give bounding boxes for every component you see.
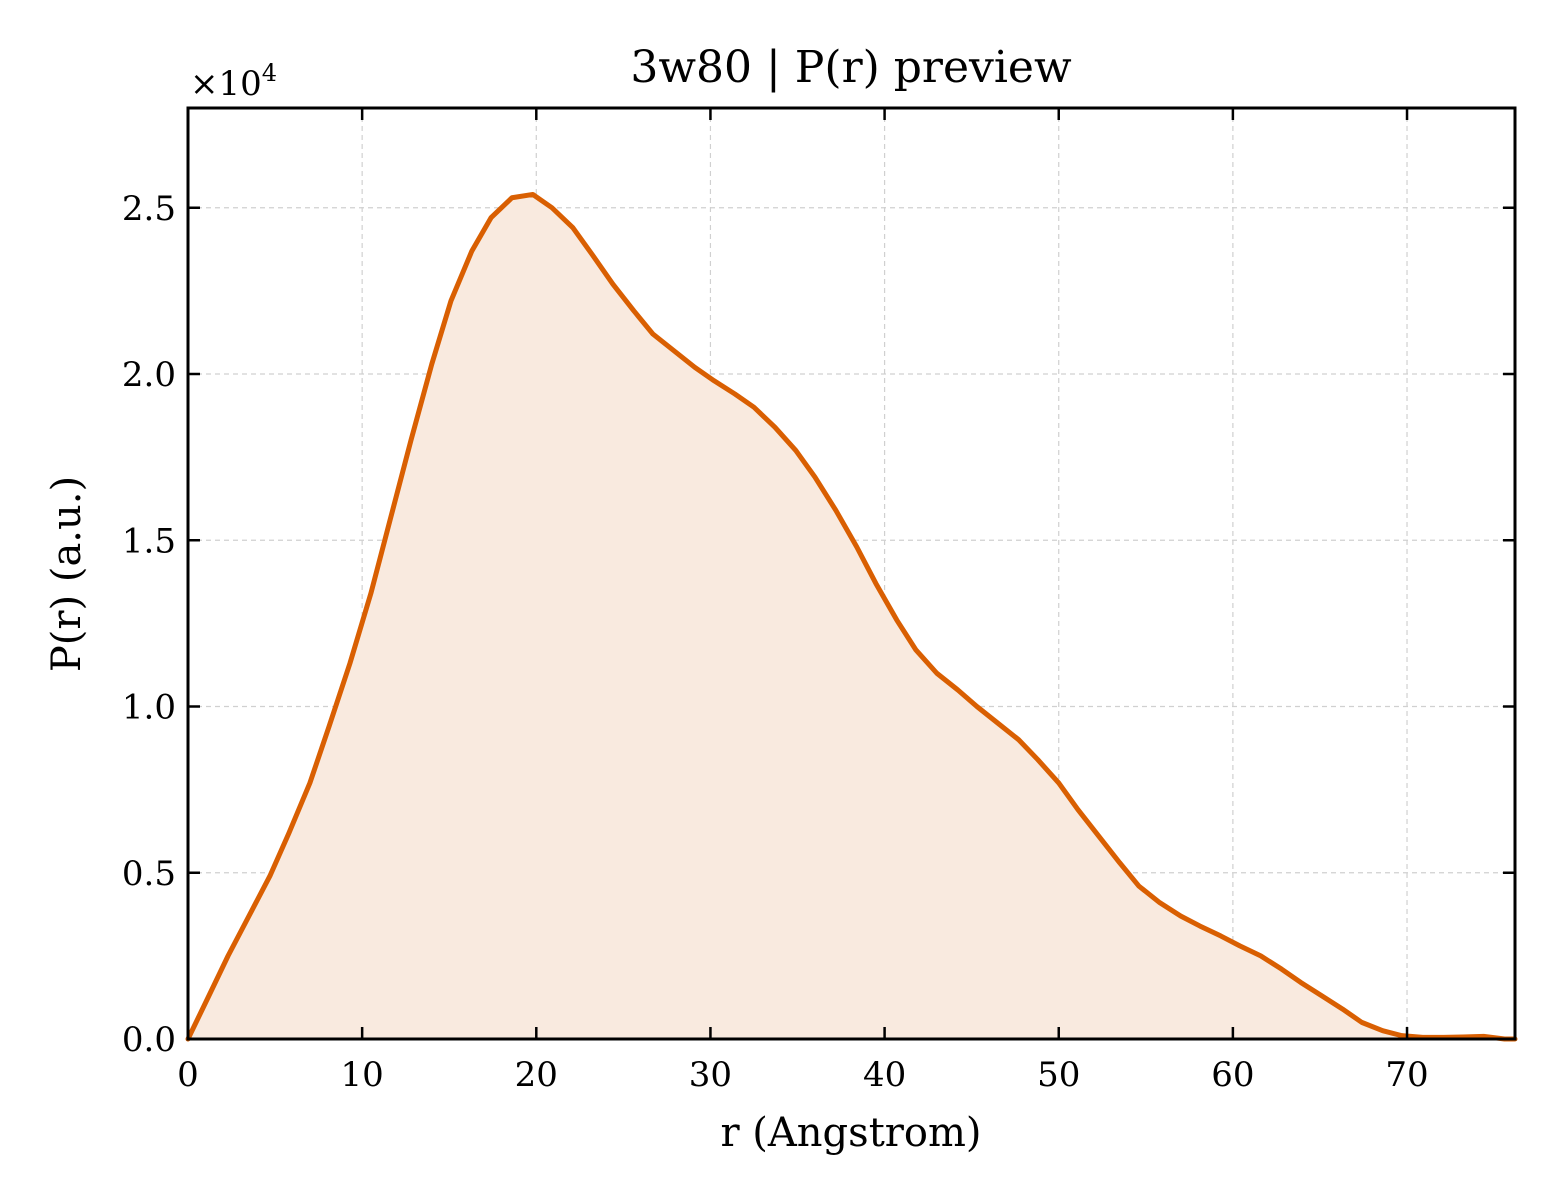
y-axis-label: P(r) (a.u.): [44, 476, 90, 672]
pr-area-fill: [188, 194, 1515, 1039]
y-multiplier: ×104: [190, 59, 277, 104]
x-tick-label: 50: [1037, 1055, 1080, 1095]
y-tick-label: 1.0: [122, 688, 176, 728]
x-tick-label: 0: [177, 1055, 199, 1095]
x-tick-label: 60: [1211, 1055, 1254, 1095]
y-multiplier-base: ×10: [190, 64, 262, 104]
pr-curve: [185, 191, 1518, 1042]
y-tick-label: 1.5: [122, 521, 176, 561]
area-layer: [188, 194, 1515, 1039]
chart-title: 3w80 | P(r) preview: [630, 42, 1072, 93]
x-tick-label: 20: [515, 1055, 558, 1095]
y-tick-label: 0.5: [122, 854, 176, 894]
x-tick-label: 40: [863, 1055, 906, 1095]
line-layer: [185, 191, 1518, 1042]
axes-layer: 0 10 20 30 40 50 60 70 0.0 0.5 1.0 1.5 2.0 2.5: [122, 106, 1517, 1095]
x-tick-label: 10: [341, 1055, 384, 1095]
labels-layer: 3w80 | P(r) preview r (Angstrom) P(r) (a…: [44, 42, 1072, 1156]
y-tick-label: 2.5: [122, 189, 176, 229]
y-tick-label: 0.0: [122, 1020, 176, 1060]
x-tick-label: 30: [689, 1055, 732, 1095]
x-tick-label: 70: [1385, 1055, 1428, 1095]
plot-frame: [186, 106, 1517, 1041]
y-tick-label: 2.0: [122, 355, 176, 395]
x-axis-label: r (Angstrom): [720, 1110, 981, 1156]
y-multiplier-exp: 4: [262, 59, 277, 87]
